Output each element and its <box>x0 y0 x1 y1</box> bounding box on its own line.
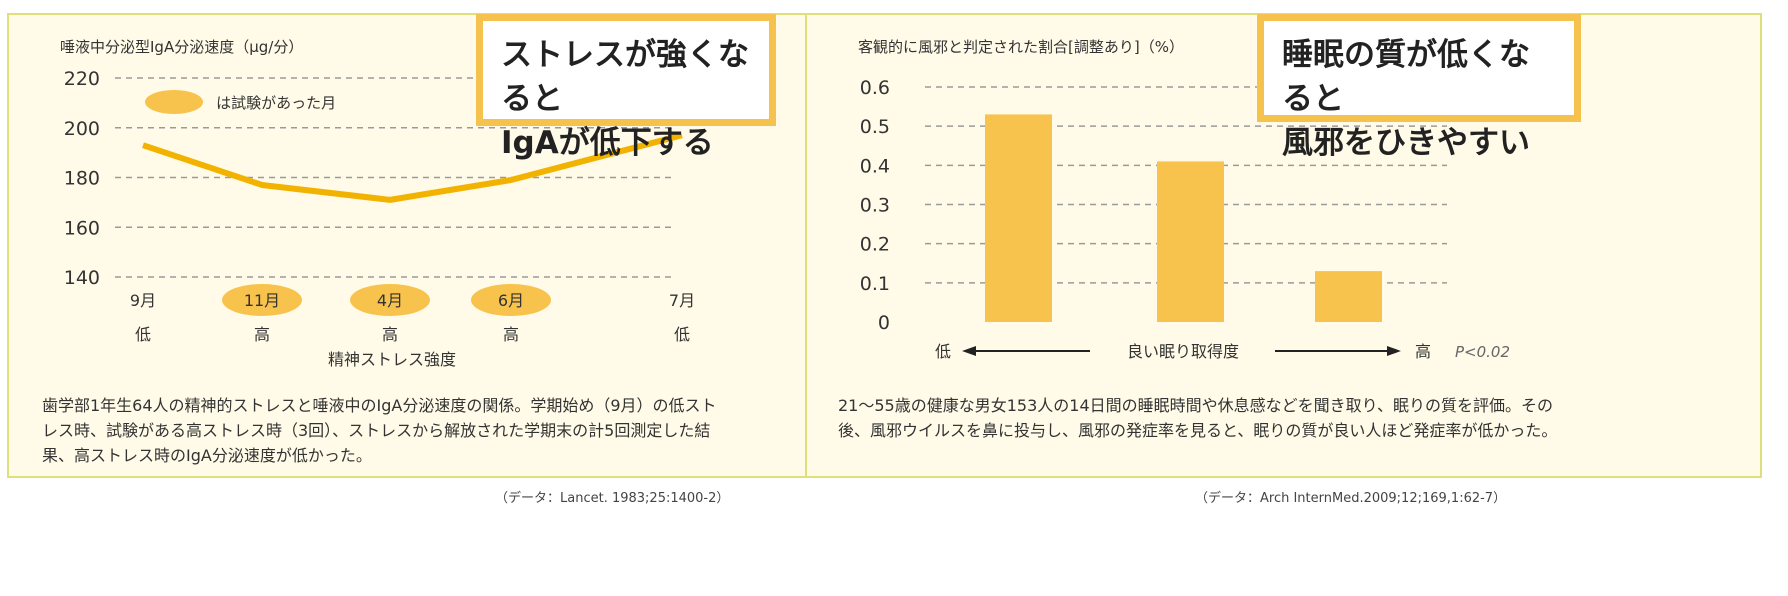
legend-label: は試験があった月 <box>216 93 337 112</box>
legend: は試験があった月 <box>145 90 336 114</box>
y-tick-label: 0.6 <box>860 77 890 99</box>
stress-level-label: 高 <box>503 325 519 344</box>
x-tick-label: 6月 <box>498 291 524 310</box>
right-callout-line: 風邪をひきやすい <box>1282 125 1530 161</box>
bar-chart: 0.6 0.5 0.4 0.3 0.2 0.1 0 低 良い眠り取得度 高 P<0.02 <box>860 77 1510 361</box>
right-callout: 睡眠の質が低くなると 風邪をひきやすい <box>1257 14 1581 161</box>
right-y-axis-title: 客観的に風邪と判定された割合[調整あり]（%） <box>858 38 1184 56</box>
left-source: （データ：Lancet. 1983;25:1400-2） <box>495 491 730 506</box>
y-tick-label: 200 <box>64 118 100 140</box>
y-tick-label: 0.5 <box>860 116 890 138</box>
x-axis-title: 精神ストレス強度 <box>328 350 456 369</box>
y-tick-label: 0.4 <box>860 155 890 177</box>
right-source: （データ：Arch InternMed.2009;12;169,1:62-7） <box>1195 491 1507 506</box>
left-callout-line: IgAが低下する <box>501 125 714 161</box>
x-tick-label: 7月 <box>669 291 695 310</box>
y-tick-label: 0 <box>878 312 890 334</box>
right-arrowhead-icon <box>1387 346 1401 356</box>
y-tick-label: 140 <box>64 267 100 289</box>
left-arrowhead-icon <box>962 346 976 356</box>
stress-level-label: 低 <box>674 325 690 344</box>
bar-低 <box>985 114 1052 323</box>
x-tick-label: 11月 <box>244 291 280 310</box>
y-tick-label: 220 <box>64 68 100 90</box>
bar-中 <box>1157 161 1224 322</box>
y-tick-label: 180 <box>64 168 100 190</box>
exam-month-marker <box>222 284 302 316</box>
p-value-label: P<0.02 <box>1455 343 1510 361</box>
x-tick-label: 4月 <box>377 291 403 310</box>
x-high-label: 高 <box>1415 342 1431 361</box>
stress-level-label: 高 <box>254 325 270 344</box>
right-callout-line: 睡眠の質が低くなると <box>1282 37 1530 117</box>
left-callout-line: ストレスが強くなると <box>501 37 749 117</box>
y-tick-label: 0.2 <box>860 234 890 256</box>
y-tick-label: 0.1 <box>860 273 890 295</box>
stress-level-label: 高 <box>382 325 398 344</box>
exam-month-marker <box>350 284 430 316</box>
exam-month-marker <box>471 284 551 316</box>
stress-level-label: 低 <box>135 325 151 344</box>
x-low-label: 低 <box>935 342 951 361</box>
right-caption: 21〜55歳の健康な男女153人の14日間の睡眠時間や休息感などを聞き取り、眠り… <box>838 396 1558 440</box>
left-caption: 歯学部1年生64人の精神的ストレスと唾液中のIgA分泌速度の関係。学期始め（9月… <box>42 396 717 465</box>
x-tick-label: 9月 <box>130 291 156 310</box>
y-tick-label: 0.3 <box>860 195 890 217</box>
bar-高 <box>1315 271 1382 322</box>
y-tick-label: 160 <box>64 217 100 239</box>
left-callout: ストレスが強くなると IgAが低下する <box>476 14 776 161</box>
x-axis-title: 良い眠り取得度 <box>1127 342 1239 361</box>
legend-ellipse-icon <box>145 90 203 114</box>
left-y-axis-title: 唾液中分泌型IgA分泌速度（μg/分） <box>60 38 304 56</box>
